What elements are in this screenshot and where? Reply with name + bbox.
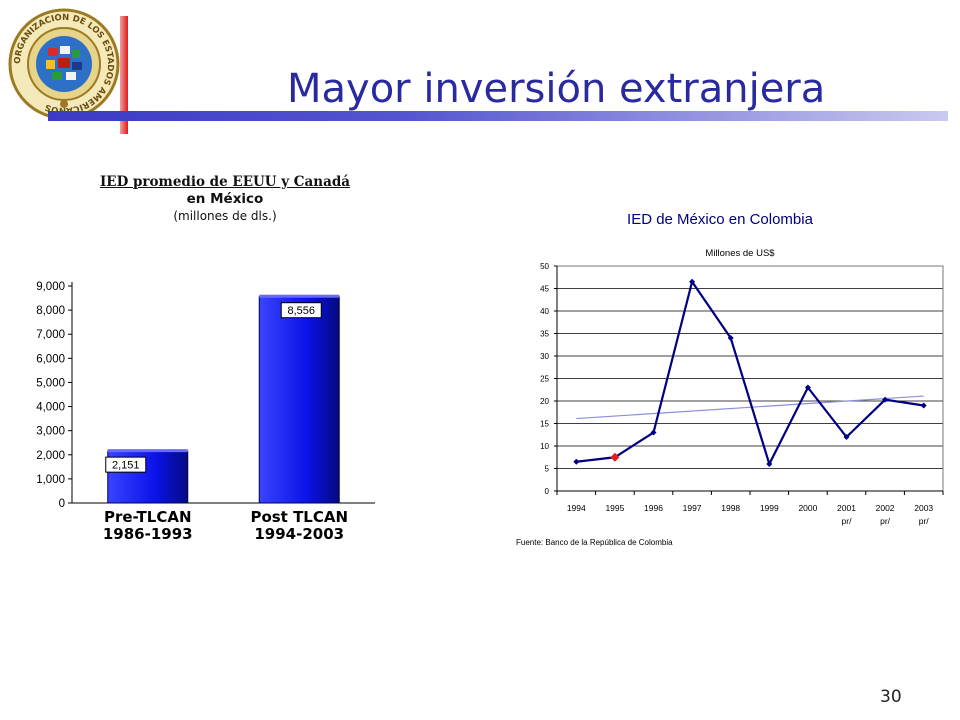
data-point [843, 434, 850, 440]
bar-data-label: 8,556 [287, 305, 315, 317]
line-x-tick-label: 1997 [683, 503, 702, 513]
line-chart-subtitle: Millones de US$ [705, 248, 775, 259]
line-x-tick-label: 2002 [876, 503, 895, 513]
bar-chart-title-line2: en México [186, 191, 264, 207]
line-y-tick-label: 5 [545, 465, 550, 474]
data-point [882, 396, 889, 403]
line-x-tick-sublabel: pr/ [842, 516, 853, 526]
data-point [766, 461, 773, 467]
data-point [573, 458, 580, 465]
line-y-tick-label: 40 [540, 307, 549, 316]
bar-chart: 0 1,000 2,000 3,000 4,000 5,000 6,000 7,000 8,00… [36, 281, 375, 543]
bar-category-label: Post TLCAN [250, 508, 348, 526]
title-underline [48, 111, 948, 121]
data-point [727, 335, 734, 341]
bar-category-label: 1994-2003 [254, 525, 344, 543]
line-y-tick-label: 0 [545, 487, 550, 496]
line-y-tick-label: 20 [540, 397, 549, 406]
data-point [650, 429, 657, 436]
bar-category-label: 1986-1993 [103, 525, 193, 543]
line-y-tick-label: 30 [540, 352, 549, 361]
line-y-tick-label: 50 [540, 262, 549, 271]
bar-top-2 [259, 294, 340, 298]
trend-line [576, 395, 924, 420]
series-line [576, 279, 924, 467]
line-x-tick-label: 1995 [605, 503, 624, 513]
bar-y-tick-label: 2,000 [36, 450, 65, 462]
line-y-tick-label: 25 [540, 375, 549, 384]
bar-y-tick-label: 8,000 [36, 305, 65, 317]
line-x-tick-label: 1999 [760, 503, 779, 513]
line-x-tick-label: 1998 [721, 503, 740, 513]
bar-y-tick-label: 0 [59, 498, 65, 510]
line-x-tick-label: 1994 [567, 503, 586, 513]
data-point [804, 384, 811, 391]
bar-top-1 [107, 449, 188, 453]
bar-y-tick-label: 5,000 [36, 377, 65, 389]
line-chart-title: IED de México en Colombia [627, 211, 814, 228]
data-point [689, 278, 696, 285]
bar-y-tick-label: 9,000 [36, 281, 65, 293]
bar-chart-title-line1: IED promedio de EEUU y Canadá [99, 174, 351, 190]
bar-y-tick-label: 4,000 [36, 402, 65, 414]
line-x-tick-label: 2000 [798, 503, 817, 513]
slide-title: Mayor inversión extranjera [287, 66, 826, 112]
line-x-tick-sublabel: pr/ [919, 516, 930, 526]
data-point-highlighted [610, 452, 620, 462]
line-x-tick-label: 2001 [837, 503, 856, 513]
line-x-tick-sublabel: pr/ [880, 516, 891, 526]
bar-data-label-box [280, 302, 322, 319]
bar-data-label-box [105, 456, 147, 473]
line-chart: IED de México en Colombia Millones de US$… [516, 211, 944, 547]
bar-y-tick-label: 1,000 [36, 474, 65, 486]
bar-y-tick-label: 6,000 [36, 353, 65, 365]
oas-seal-logo: ORGANIZACION DE LOS ESTADOS AMERICANOS [8, 8, 120, 120]
data-point [920, 402, 927, 409]
page-number: 30 [880, 687, 902, 707]
line-y-tick-label: 10 [540, 442, 549, 451]
line-x-tick-label: 1996 [644, 503, 663, 513]
line-y-tick-label: 45 [540, 285, 549, 294]
bar-data-label: 2,151 [112, 460, 140, 472]
bar-chart-title-line3: (millones de dls.) [173, 209, 277, 223]
bar-category-label: Pre-TLCAN [104, 508, 192, 526]
line-y-tick-label: 15 [540, 420, 549, 429]
bar-y-tick-label: 7,000 [36, 329, 65, 341]
line-chart-source: Fuente: Banco de la República de Colombi… [516, 538, 673, 547]
bar-chart-title: IED promedio de EEUU y Canadá en México … [60, 174, 390, 225]
line-y-tick-label: 35 [540, 330, 549, 339]
bar-2 [258, 296, 340, 504]
bar-y-tick-label: 3,000 [36, 426, 65, 438]
line-x-tick-label: 2003 [914, 503, 933, 513]
title-accent-bar [120, 16, 128, 134]
